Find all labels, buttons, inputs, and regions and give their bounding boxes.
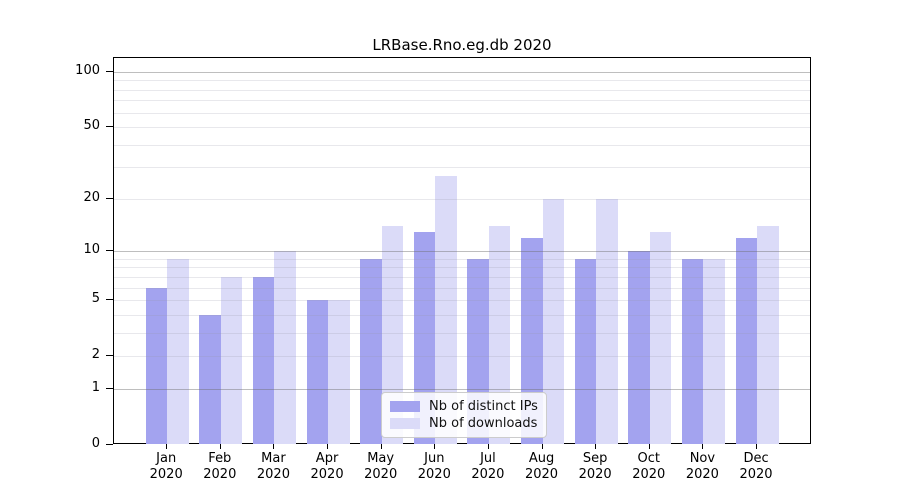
y-tick-100: [106, 70, 113, 72]
gridline-minor-8: [114, 267, 810, 269]
gridline-minor-2: [114, 356, 810, 358]
x-tick-oct: [648, 444, 650, 449]
bar-nb-of-downloads-nov: [703, 258, 725, 444]
x-tick-sep: [595, 444, 597, 449]
gridline-major-100: [114, 71, 810, 73]
gridline-minor-20: [114, 198, 810, 200]
x-tick-jan: [166, 444, 168, 449]
bar-nb-of-downloads-mar: [274, 251, 296, 444]
bar-nb-of-distinct-ips-mar: [252, 276, 275, 444]
y-tick-10: [106, 250, 113, 252]
bar-nb-of-distinct-ips-sep: [574, 258, 597, 444]
x-tick-may: [380, 444, 382, 449]
chart-title: LRBase.Rno.eg.db 2020: [372, 36, 552, 54]
x-tick-feb: [219, 444, 221, 449]
legend-label-downloads: Nb of downloads: [429, 415, 538, 431]
bar-nb-of-distinct-ips-feb: [199, 314, 221, 444]
bar-nb-of-downloads-may: [381, 226, 404, 444]
bar-nb-of-downloads-apr: [328, 300, 350, 444]
x-tick-label-jan: Jan 2020: [149, 451, 183, 482]
legend: Nb of distinct IPs Nb of downloads: [381, 392, 547, 438]
x-tick-label-oct: Oct 2020: [632, 451, 666, 482]
x-tick-mar: [273, 444, 275, 449]
bar-nb-of-distinct-ips-may: [360, 258, 382, 444]
y-tick-50: [106, 126, 113, 128]
gridline-major-1: [114, 388, 810, 390]
x-tick-label-sep: Sep 2020: [578, 451, 612, 482]
y-tick-label-1: 1: [91, 379, 100, 395]
gridline-minor-40: [114, 144, 810, 146]
x-tick-label-mar: Mar 2020: [256, 451, 290, 482]
gridline-minor-7: [114, 276, 810, 278]
x-tick-label-jul: Jul 2020: [471, 451, 505, 482]
x-tick-label-nov: Nov 2020: [685, 451, 719, 482]
gridline-minor-6: [114, 287, 810, 289]
x-tick-aug: [541, 444, 543, 449]
x-tick-label-jun: Jun 2020: [417, 451, 451, 482]
y-tick-5: [106, 299, 113, 301]
x-tick-label-feb: Feb 2020: [203, 451, 237, 482]
legend-label-distinct-ips: Nb of distinct IPs: [429, 398, 538, 414]
bar-nb-of-downloads-oct: [649, 231, 672, 444]
bar-nb-of-downloads-aug: [542, 198, 565, 444]
gridline-minor-30: [114, 167, 810, 169]
gridline-minor-9: [114, 258, 810, 260]
y-tick-label-100: 100: [75, 62, 100, 78]
x-tick-label-dec: Dec 2020: [739, 451, 773, 482]
bar-nb-of-downloads-jan: [167, 258, 189, 444]
gridline-minor-90: [114, 80, 810, 82]
gridline-minor-80: [114, 89, 810, 91]
gridline-minor-3: [114, 332, 810, 334]
y-tick-20: [106, 197, 113, 199]
x-tick-label-aug: Aug 2020: [524, 451, 559, 482]
legend-item-downloads: Nb of downloads: [390, 415, 538, 432]
y-tick-label-50: 50: [83, 118, 100, 134]
x-tick-jul: [487, 444, 489, 449]
bar-nb-of-downloads-feb: [220, 276, 243, 444]
y-tick-2: [106, 355, 113, 357]
y-tick-label-10: 10: [83, 242, 100, 258]
bar-nb-of-downloads-jul: [488, 226, 511, 444]
gridline-minor-60: [114, 112, 810, 114]
gridline-major-10: [114, 251, 810, 253]
bar-nb-of-distinct-ips-jan: [145, 287, 168, 444]
y-tick-label-5: 5: [91, 291, 100, 307]
gridline-minor-70: [114, 100, 810, 102]
y-tick-label-2: 2: [91, 347, 100, 363]
bar-nb-of-downloads-jun: [435, 175, 457, 444]
x-tick-jun: [434, 444, 436, 449]
plot-area: Nb of distinct IPs Nb of downloads: [113, 57, 811, 444]
bar-nb-of-downloads-dec: [757, 226, 779, 444]
bar-nb-of-distinct-ips-oct: [628, 251, 650, 444]
bar-nb-of-distinct-ips-apr: [306, 300, 329, 444]
y-tick-label-20: 20: [83, 189, 100, 205]
bar-nb-of-distinct-ips-jun: [413, 231, 436, 444]
gridline-minor-4: [114, 314, 810, 316]
gridline-minor-5: [114, 300, 810, 302]
legend-item-distinct-ips: Nb of distinct IPs: [390, 398, 538, 415]
bar-nb-of-distinct-ips-dec: [735, 237, 758, 444]
y-tick-0: [106, 444, 113, 445]
bar-nb-of-distinct-ips-nov: [681, 258, 704, 444]
x-tick-dec: [756, 444, 758, 449]
bar-nb-of-downloads-sep: [596, 198, 618, 444]
x-tick-label-apr: Apr 2020: [310, 451, 344, 482]
x-tick-apr: [327, 444, 329, 449]
x-tick-nov: [702, 444, 704, 449]
x-tick-label-may: May 2020: [364, 451, 398, 482]
legend-swatch-distinct-ips: [390, 401, 420, 412]
legend-swatch-downloads: [390, 418, 420, 429]
gridline-minor-50: [114, 127, 810, 129]
y-tick-label-0: 0: [91, 436, 100, 451]
y-tick-1: [106, 387, 113, 389]
